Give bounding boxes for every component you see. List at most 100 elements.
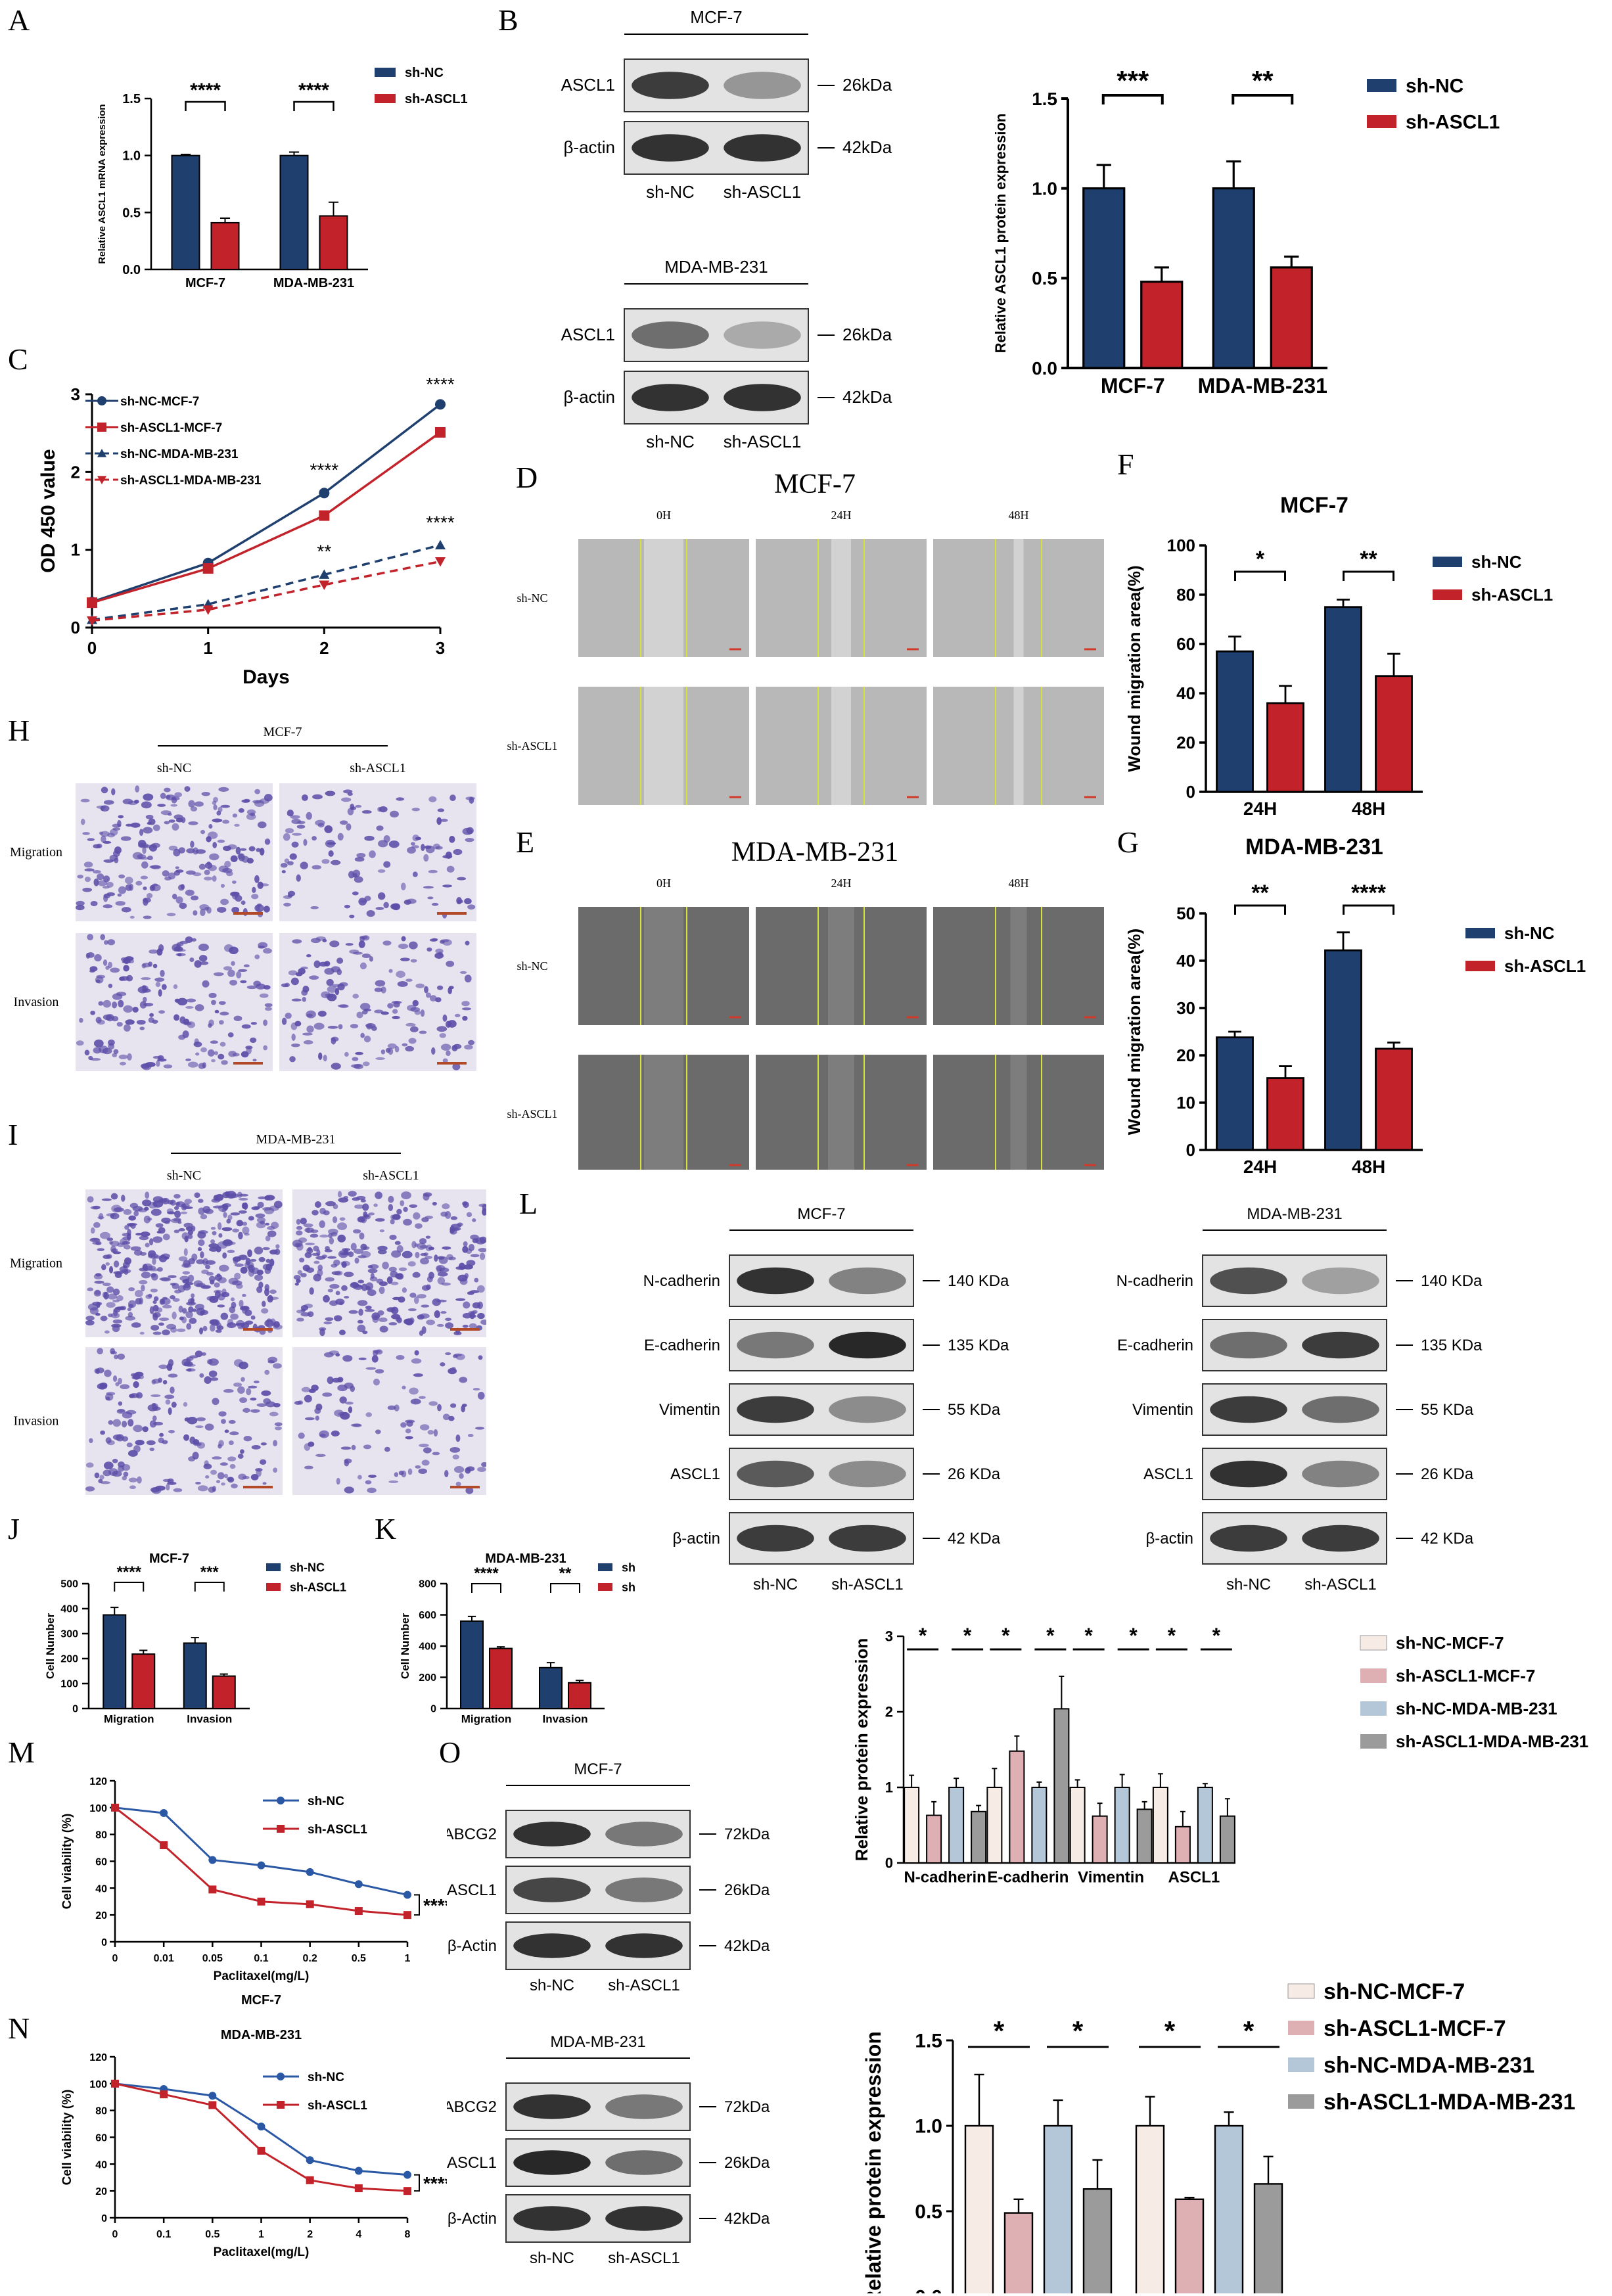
stained-cell [120,1061,126,1066]
protein-band [724,72,801,99]
stained-cell [191,1253,198,1261]
stained-cell [183,1361,193,1367]
stained-cell [382,1261,389,1270]
stained-cell [477,1467,486,1472]
stained-cell [96,975,106,978]
stained-cell [122,1241,130,1245]
stained-cell [98,1001,104,1006]
y-axis-label: Cell Number [399,1613,411,1680]
stained-cell [139,1026,145,1030]
stained-cell [146,1440,156,1446]
stained-cell [380,1011,389,1015]
stained-cell [400,1422,407,1428]
stained-cell [419,1030,427,1034]
stained-cell [300,861,308,870]
bar [568,1682,591,1709]
stained-cell [133,1249,143,1256]
stained-cell [331,860,341,865]
legend-swatch [1288,2021,1314,2035]
stained-cell [218,1277,227,1283]
significance-bracket [194,1582,225,1592]
stained-cell [116,1022,123,1027]
stained-cell [95,1273,102,1277]
stained-cell [452,1063,461,1070]
stained-cell [202,1325,208,1331]
stained-cell [183,1402,188,1407]
bar [183,1642,207,1709]
stained-cell [164,1256,170,1260]
stained-cell [160,969,165,977]
legend-label: sh-NC [308,2071,344,2084]
stained-cell [409,1293,417,1298]
stained-cell [93,878,99,886]
stained-cell [123,1471,129,1477]
stained-cell [94,954,102,962]
stained-cell [474,1277,479,1283]
stained-cell [111,1205,122,1213]
stained-cell [440,939,449,942]
stained-cell [283,833,290,841]
blot-size-label: 140 KDa [1421,1272,1483,1290]
stained-cell [426,1320,436,1325]
legend-swatch [1367,115,1396,128]
wound-gap [831,687,851,805]
stained-cell [89,1438,93,1444]
stained-cell [446,960,455,967]
stained-cell [363,1009,371,1012]
stained-cell [111,1248,118,1252]
stained-cell [408,1038,417,1044]
significance-label: **** [190,80,221,101]
stained-cell [120,1384,130,1390]
protein-band [632,321,709,349]
stained-cell [302,985,310,993]
legend-swatch [1360,1668,1387,1683]
stained-cell [388,1204,394,1212]
stained-cell [85,1316,95,1321]
stained-cell [267,1226,275,1230]
stained-cell [93,1222,101,1228]
protein-band [724,321,801,349]
blot-lane-label: sh-NC [753,1576,798,1594]
legend-label: sh-NC [1471,552,1522,572]
stained-cell [267,1295,273,1303]
stained-cell [281,870,286,873]
stained-cell [392,1009,398,1014]
series-line [91,431,442,604]
stained-cell [219,1462,228,1466]
stained-cell [161,1298,171,1305]
stained-cell [179,1016,186,1024]
stained-cell [88,1055,93,1061]
stained-cell [252,1059,257,1062]
blot-size-label: 42kDa [724,2210,770,2228]
stained-cell [210,1227,216,1230]
stained-cell [233,1257,239,1264]
stained-cell [82,832,90,835]
stained-cell [352,1197,360,1201]
y-tick-label: 0.5 [1032,268,1057,288]
significance-label: **** [426,513,455,533]
stained-cell [106,1286,114,1293]
stained-cell [323,1210,330,1216]
stained-cell [421,1285,430,1291]
stained-cell [414,1350,419,1356]
stained-cell [322,938,327,942]
stained-cell [424,986,428,994]
stained-cell [350,1423,361,1427]
stained-cell [102,1047,112,1055]
panel-label-f: F [1117,448,1134,481]
stained-cell [292,833,302,836]
stained-cell [206,1272,214,1276]
bar [539,1666,563,1709]
stained-cell [283,902,291,907]
stained-cell [424,845,432,849]
data-point [403,2187,411,2195]
y-tick-label: 1 [71,540,80,560]
stained-cell [301,794,308,801]
legend-label: sh-NC [308,1795,344,1808]
stained-cell [219,1011,229,1016]
stained-cell [281,1017,287,1025]
stained-cell [185,1226,193,1231]
stained-cell [463,1301,471,1309]
legend-swatch [1433,589,1462,600]
